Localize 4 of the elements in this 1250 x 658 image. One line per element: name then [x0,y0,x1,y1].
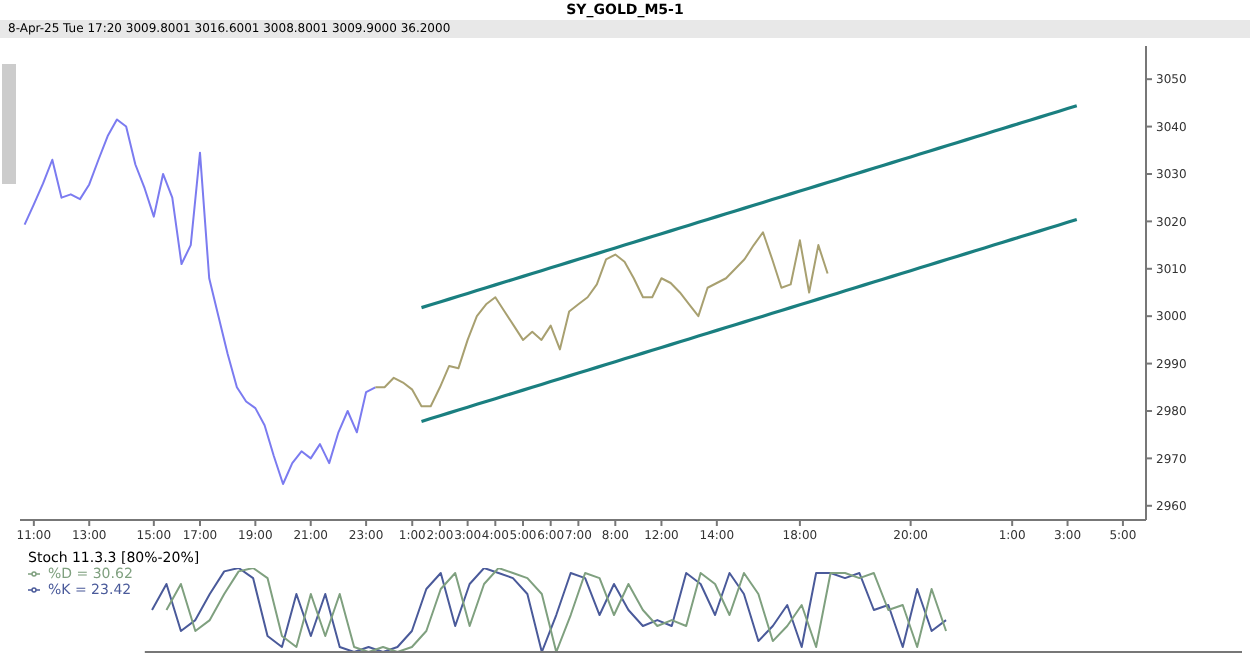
line-series [374,231,829,408]
line-series [419,217,1079,424]
line-series [23,118,377,485]
line-series [419,104,1079,310]
